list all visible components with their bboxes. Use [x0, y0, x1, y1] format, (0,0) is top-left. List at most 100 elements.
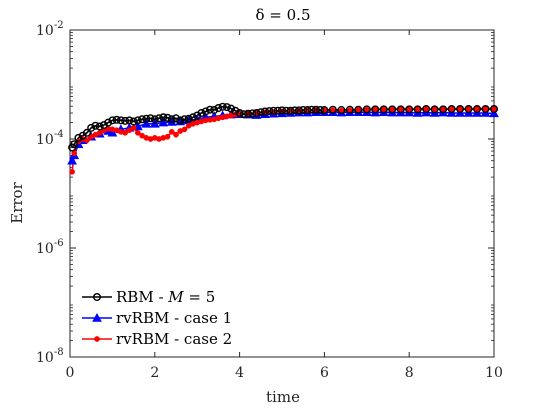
legend-label-tail: = 5 [184, 288, 216, 306]
series-1-point [286, 106, 295, 115]
series-1-point [133, 116, 142, 125]
legend-label-2: rvRBM - case 1 [116, 309, 232, 327]
y-axis-label: Error [8, 181, 26, 223]
series-1-point [108, 116, 117, 125]
series-1-point [265, 107, 274, 116]
series-1-point [252, 108, 261, 117]
series-1-point [290, 106, 299, 115]
series-1-point [222, 103, 231, 112]
series-1-point [82, 128, 91, 137]
series-1-point [362, 105, 371, 114]
series-1-point [294, 106, 303, 115]
series-1-point [155, 114, 164, 123]
series-1-point [269, 106, 278, 115]
y-tick-label: 10-6 [36, 238, 64, 257]
series-1-point [163, 113, 172, 122]
series-1-point [273, 106, 282, 115]
series-1-point [481, 105, 490, 114]
series-1-point [74, 133, 83, 142]
series-1-point [371, 105, 380, 114]
y-tick-base: 10 [36, 23, 54, 39]
series-1-point [142, 114, 151, 123]
series-1-point [439, 105, 448, 114]
chart-title: δ = 0.5 [256, 6, 311, 24]
legend-label-italic: M [167, 288, 184, 306]
series-1-point [197, 108, 206, 117]
series-3-point [69, 168, 75, 175]
series-3-point [84, 137, 90, 144]
series-1-point [430, 105, 439, 114]
series-1-point [193, 111, 202, 120]
y-tick-exponent: -8 [54, 347, 64, 358]
series-1-point [227, 104, 236, 113]
y-tick-base: 10 [36, 132, 54, 148]
series-1-point [150, 115, 159, 124]
series-1-point [413, 105, 422, 114]
series-2-point [67, 155, 77, 165]
series-3-point [474, 106, 480, 112]
series-1-point [244, 109, 253, 118]
legend-label-1: RBM - M = 5 [116, 288, 215, 306]
series-1-point [129, 117, 138, 126]
series-1-point [261, 107, 270, 116]
series-1-point [171, 114, 180, 123]
x-tick-label: 6 [320, 365, 329, 381]
series-markers [67, 102, 499, 175]
y-tick-label: 10-2 [36, 20, 64, 39]
series-1-point [405, 105, 414, 114]
series-1-point [125, 116, 134, 125]
series-3-point [465, 106, 472, 112]
series-1-point [282, 106, 291, 115]
series-1-point [320, 106, 329, 115]
series-1-point [337, 106, 346, 115]
x-axis-label: time [266, 388, 300, 406]
series-1-point [473, 105, 482, 114]
series-1-point [303, 106, 312, 115]
legend-label-3: rvRBM - case 2 [116, 330, 232, 348]
series-1-point [104, 118, 113, 127]
y-tick-exponent: -4 [54, 129, 64, 140]
y-tick-exponent: -2 [54, 20, 64, 31]
series-2-point [149, 118, 160, 128]
series-3-point [134, 129, 141, 136]
y-tick-label: 10-4 [36, 129, 64, 148]
legend-marker-2 [92, 312, 102, 322]
series-1-point [159, 113, 168, 122]
series-1-point [456, 105, 465, 114]
series-3-point [389, 106, 396, 113]
series-1-point [116, 116, 125, 125]
series-1-point [422, 105, 431, 114]
series-1-point [99, 121, 108, 130]
series-1-point [388, 105, 397, 114]
series-1-point [146, 114, 155, 123]
series-1-point [396, 105, 405, 114]
legend-label-main: rvRBM - case 2 [116, 330, 232, 348]
series-1-point [239, 110, 248, 119]
x-tick-label: 10 [485, 365, 503, 381]
x-tick-label: 4 [235, 365, 244, 381]
series-1-point [379, 105, 388, 114]
series-1-point [278, 106, 287, 115]
series-1-point [176, 116, 185, 125]
series-1-point [91, 121, 100, 130]
series-1-point [70, 140, 79, 149]
y-tick-base: 10 [36, 350, 54, 366]
series-1-point [218, 102, 227, 111]
series-3-point [164, 133, 171, 140]
series-1-point [138, 115, 147, 124]
series-2-point [107, 127, 118, 137]
series-1-point [328, 105, 337, 114]
y-tick-label: 10-8 [36, 347, 64, 366]
series-1-point [307, 105, 316, 114]
series-2-point [158, 117, 169, 127]
series-3-point [173, 131, 179, 138]
series-1-point [490, 105, 499, 114]
series-1-point [311, 105, 320, 114]
series-1-point [184, 114, 193, 123]
x-tick-label: 8 [405, 365, 414, 381]
series-1-point [201, 107, 210, 116]
series-1-point [464, 105, 473, 114]
series-3-point [130, 125, 137, 131]
